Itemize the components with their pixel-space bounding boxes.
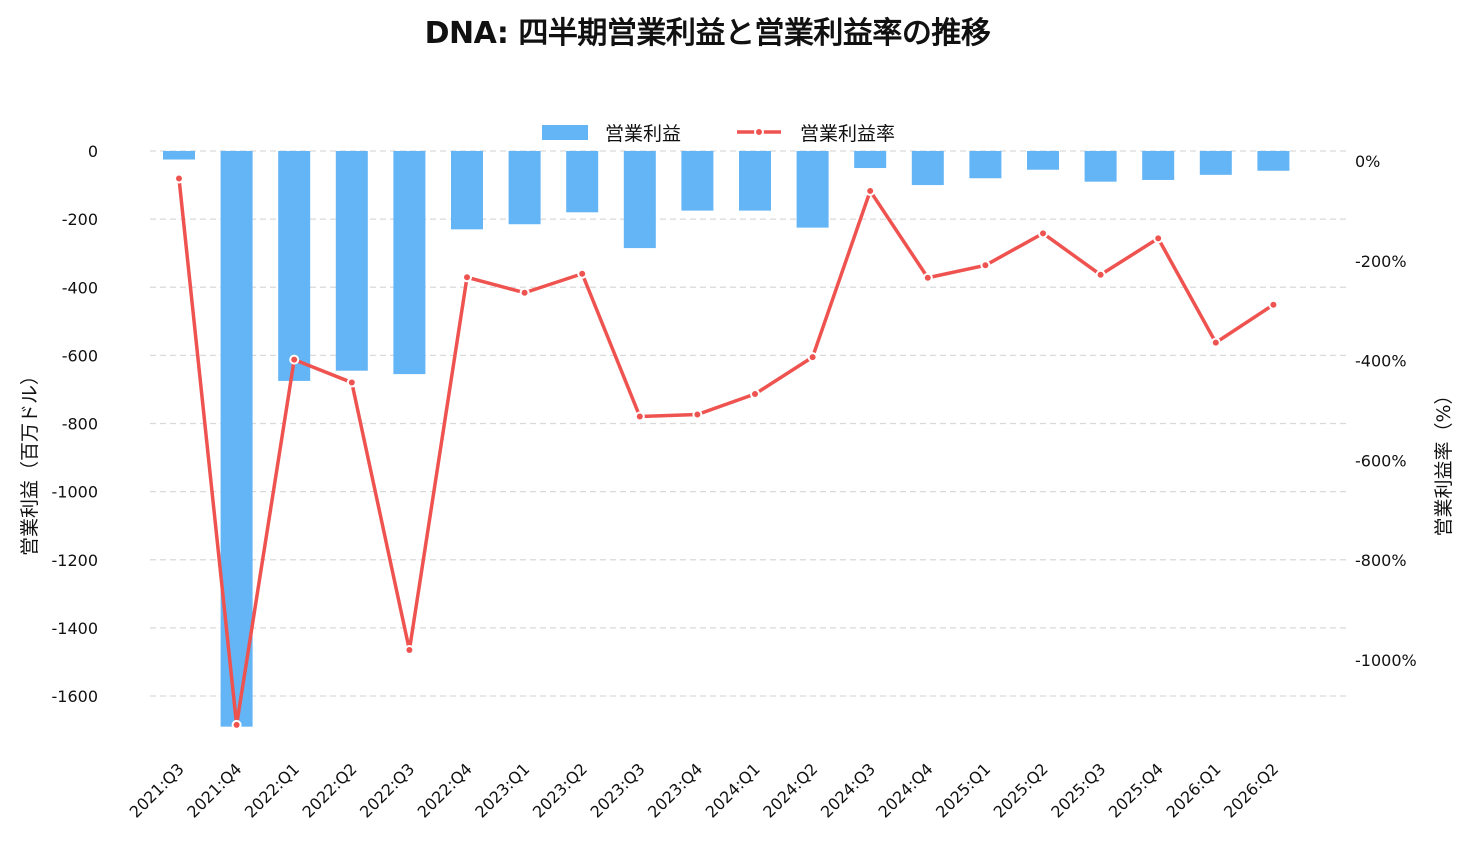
y2-tick-label: -200% [1355,252,1407,271]
y-tick-label: -1600 [52,687,99,706]
bar [854,151,887,169]
x-tick-label: 2022:Q4 [414,759,476,821]
bar [566,151,599,213]
y2-tick-label: -600% [1355,451,1407,470]
line-point [462,272,472,283]
legend-line-label: 営業利益率 [800,123,895,145]
line-point [980,260,991,271]
bar [335,151,368,371]
line-point [1038,228,1048,239]
x-tick-label: 2025:Q4 [1105,759,1167,821]
bar [1199,151,1232,175]
y-tick-label: -800 [62,415,98,434]
line-point [922,272,933,283]
x-tick-label: 2024:Q3 [817,759,879,821]
line-point [1210,337,1221,348]
bar [220,151,253,727]
y2-axis-title: 営業利益率（%） [1433,385,1455,536]
y-tick-label: -600 [62,346,98,365]
x-tick-label: 2026:Q1 [1162,759,1224,821]
bar [911,151,944,186]
bar [623,151,656,249]
bar [1257,151,1290,171]
line-point [289,354,300,365]
line-point [231,719,242,730]
line-point [865,185,876,196]
x-tick-label: 2025:Q1 [932,759,994,821]
y2-tick-label: -1000% [1355,651,1417,670]
bar-series [163,151,1290,727]
bar [739,151,771,211]
x-tick-label: 2025:Q3 [1047,759,1109,821]
y-tick-label: 0 [88,142,98,161]
legend-bar-label: 営業利益 [605,123,681,145]
bar [1027,151,1059,170]
line-point [577,268,588,279]
y-tick-label: -1400 [52,619,99,638]
bar [393,151,426,375]
bar [796,151,829,228]
bar [508,151,541,225]
bar [1084,151,1117,182]
legend: 営業利益 営業利益率 [542,123,895,145]
x-tick-label: 2022:Q3 [356,759,418,821]
x-tick-label: 2023:Q3 [586,759,648,821]
y-tick-label: -200 [62,210,98,229]
x-tick-label: 2024:Q1 [702,759,764,821]
x-tick-label: 2024:Q2 [759,759,821,821]
line-point [404,645,415,656]
x-tick-label: 2022:Q1 [241,759,303,821]
line-point [634,411,645,422]
y-axis-title: 営業利益（百万ドル） [19,366,41,556]
chart-title: DNA: 四半期営業利益と営業利益率の推移 [424,16,991,51]
y2-tick-label: 0% [1355,152,1380,171]
line-point [346,377,357,388]
y-tick-label: -400 [62,278,98,297]
x-tick-label: 2023:Q1 [471,759,533,821]
x-tick-label: 2024:Q4 [874,759,936,821]
line-point [750,389,760,400]
line-point [519,287,530,298]
y-tick-label: -1000 [52,483,99,502]
line-point [1095,269,1106,280]
line-series [174,173,1279,730]
x-tick-label: 2025:Q2 [990,759,1052,821]
y2-tick-label: -400% [1355,352,1407,371]
line-point [1153,233,1164,244]
x-tick-label: 2021:Q4 [183,759,245,821]
line-point [692,409,703,420]
y2-tick-label: -800% [1355,551,1407,570]
bar [1142,151,1175,180]
x-tick-label: 2021:Q3 [126,759,188,821]
bar [681,151,714,211]
bar [969,151,1002,179]
line-point [1268,299,1279,310]
legend-line-marker [754,127,764,137]
gridlines [150,150,1348,697]
x-tick-label: 2022:Q2 [298,759,360,821]
legend-bar-swatch [542,125,588,140]
bar [451,151,483,230]
line-point [174,173,184,184]
x-tick-label: 2023:Q4 [644,759,706,821]
bar [278,151,311,381]
x-tick-label: 2026:Q2 [1220,759,1282,821]
bar [163,151,195,160]
x-tick-label: 2023:Q2 [529,759,591,821]
line-point [807,352,818,363]
series-line [177,178,1275,727]
y-tick-label: -1200 [52,551,99,570]
